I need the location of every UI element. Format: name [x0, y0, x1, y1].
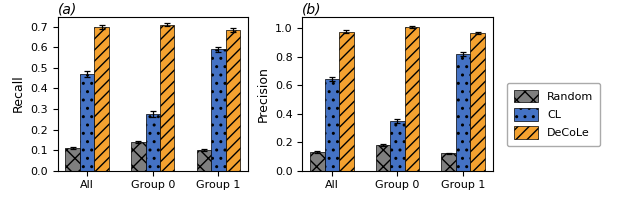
Bar: [65, 148, 80, 171]
Bar: [145, 114, 160, 171]
Bar: [470, 33, 484, 171]
Bar: [225, 30, 240, 171]
Y-axis label: Precision: Precision: [257, 66, 269, 121]
Bar: [211, 50, 225, 171]
Bar: [456, 54, 470, 171]
Bar: [339, 32, 353, 171]
Legend: Random, CL, DeCoLe: Random, CL, DeCoLe: [507, 83, 600, 146]
Bar: [94, 27, 109, 171]
Bar: [310, 152, 324, 171]
Bar: [196, 150, 211, 171]
Bar: [160, 25, 174, 171]
Bar: [131, 142, 145, 171]
Text: (b): (b): [302, 3, 322, 17]
Bar: [442, 154, 456, 171]
Y-axis label: Recall: Recall: [12, 75, 24, 113]
Bar: [404, 27, 419, 171]
Bar: [376, 145, 390, 171]
Bar: [390, 121, 404, 171]
Text: (a): (a): [58, 3, 77, 17]
Bar: [80, 74, 94, 171]
Bar: [324, 79, 339, 171]
